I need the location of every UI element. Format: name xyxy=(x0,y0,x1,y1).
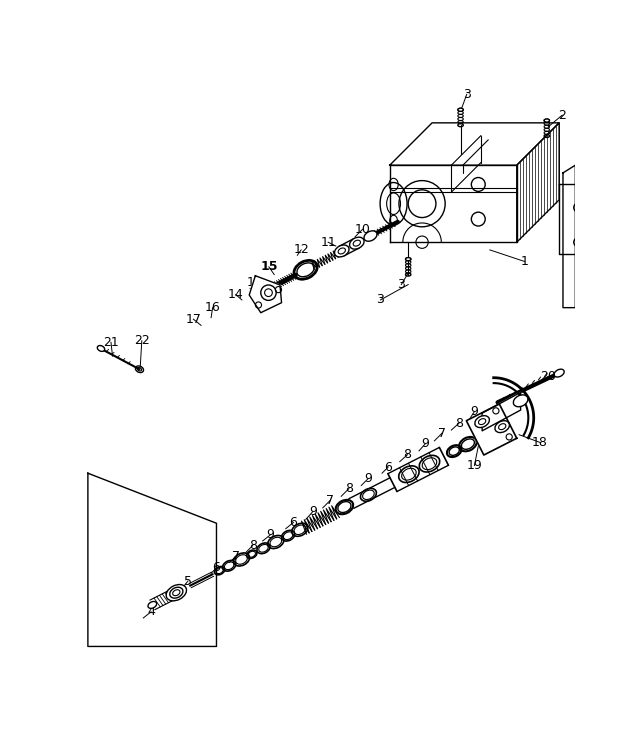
Text: 9: 9 xyxy=(470,405,478,418)
Ellipse shape xyxy=(458,108,463,111)
Text: 6: 6 xyxy=(384,461,392,473)
Text: 13: 13 xyxy=(247,276,263,289)
Ellipse shape xyxy=(364,231,377,241)
Text: 9: 9 xyxy=(309,505,317,518)
Polygon shape xyxy=(467,404,517,455)
Text: 6: 6 xyxy=(213,562,221,575)
Polygon shape xyxy=(482,392,520,431)
Ellipse shape xyxy=(148,601,156,609)
Text: 3: 3 xyxy=(463,88,470,101)
Ellipse shape xyxy=(475,416,490,428)
Ellipse shape xyxy=(349,237,364,249)
Text: 2: 2 xyxy=(558,109,566,122)
Text: 9: 9 xyxy=(421,437,429,451)
Text: 8: 8 xyxy=(249,539,256,552)
Text: 17: 17 xyxy=(185,312,201,326)
Text: 3: 3 xyxy=(397,278,405,291)
Polygon shape xyxy=(563,165,576,308)
Text: 8: 8 xyxy=(403,448,412,462)
Text: 7: 7 xyxy=(438,426,446,440)
Ellipse shape xyxy=(166,584,187,600)
Text: 18: 18 xyxy=(532,436,548,449)
Text: 21: 21 xyxy=(103,336,119,349)
Text: 3: 3 xyxy=(376,293,385,306)
Ellipse shape xyxy=(97,345,104,351)
Text: 10: 10 xyxy=(355,223,370,236)
Text: 9: 9 xyxy=(267,528,274,541)
Text: 19: 19 xyxy=(467,459,482,472)
Text: 12: 12 xyxy=(294,243,309,257)
Ellipse shape xyxy=(335,245,349,257)
Ellipse shape xyxy=(554,369,564,377)
Ellipse shape xyxy=(513,395,528,406)
Text: 6: 6 xyxy=(290,516,297,529)
Text: 5: 5 xyxy=(184,575,192,587)
Polygon shape xyxy=(249,276,281,312)
Text: 7: 7 xyxy=(326,494,335,506)
Text: 8: 8 xyxy=(345,482,353,495)
Text: 16: 16 xyxy=(204,301,221,314)
Ellipse shape xyxy=(255,298,261,302)
Text: 9: 9 xyxy=(364,472,372,485)
Polygon shape xyxy=(559,184,597,254)
Ellipse shape xyxy=(406,257,411,261)
Text: 14: 14 xyxy=(228,288,244,301)
Polygon shape xyxy=(390,165,517,243)
Text: 20: 20 xyxy=(540,370,556,384)
Text: 1: 1 xyxy=(520,255,528,268)
Text: 11: 11 xyxy=(320,236,336,248)
Text: 22: 22 xyxy=(134,334,149,347)
Text: 8: 8 xyxy=(455,417,463,430)
Ellipse shape xyxy=(544,119,549,122)
Text: 15: 15 xyxy=(260,260,278,273)
Text: 4: 4 xyxy=(147,606,155,618)
Text: 7: 7 xyxy=(232,550,240,563)
Polygon shape xyxy=(390,123,559,165)
Polygon shape xyxy=(517,123,559,243)
